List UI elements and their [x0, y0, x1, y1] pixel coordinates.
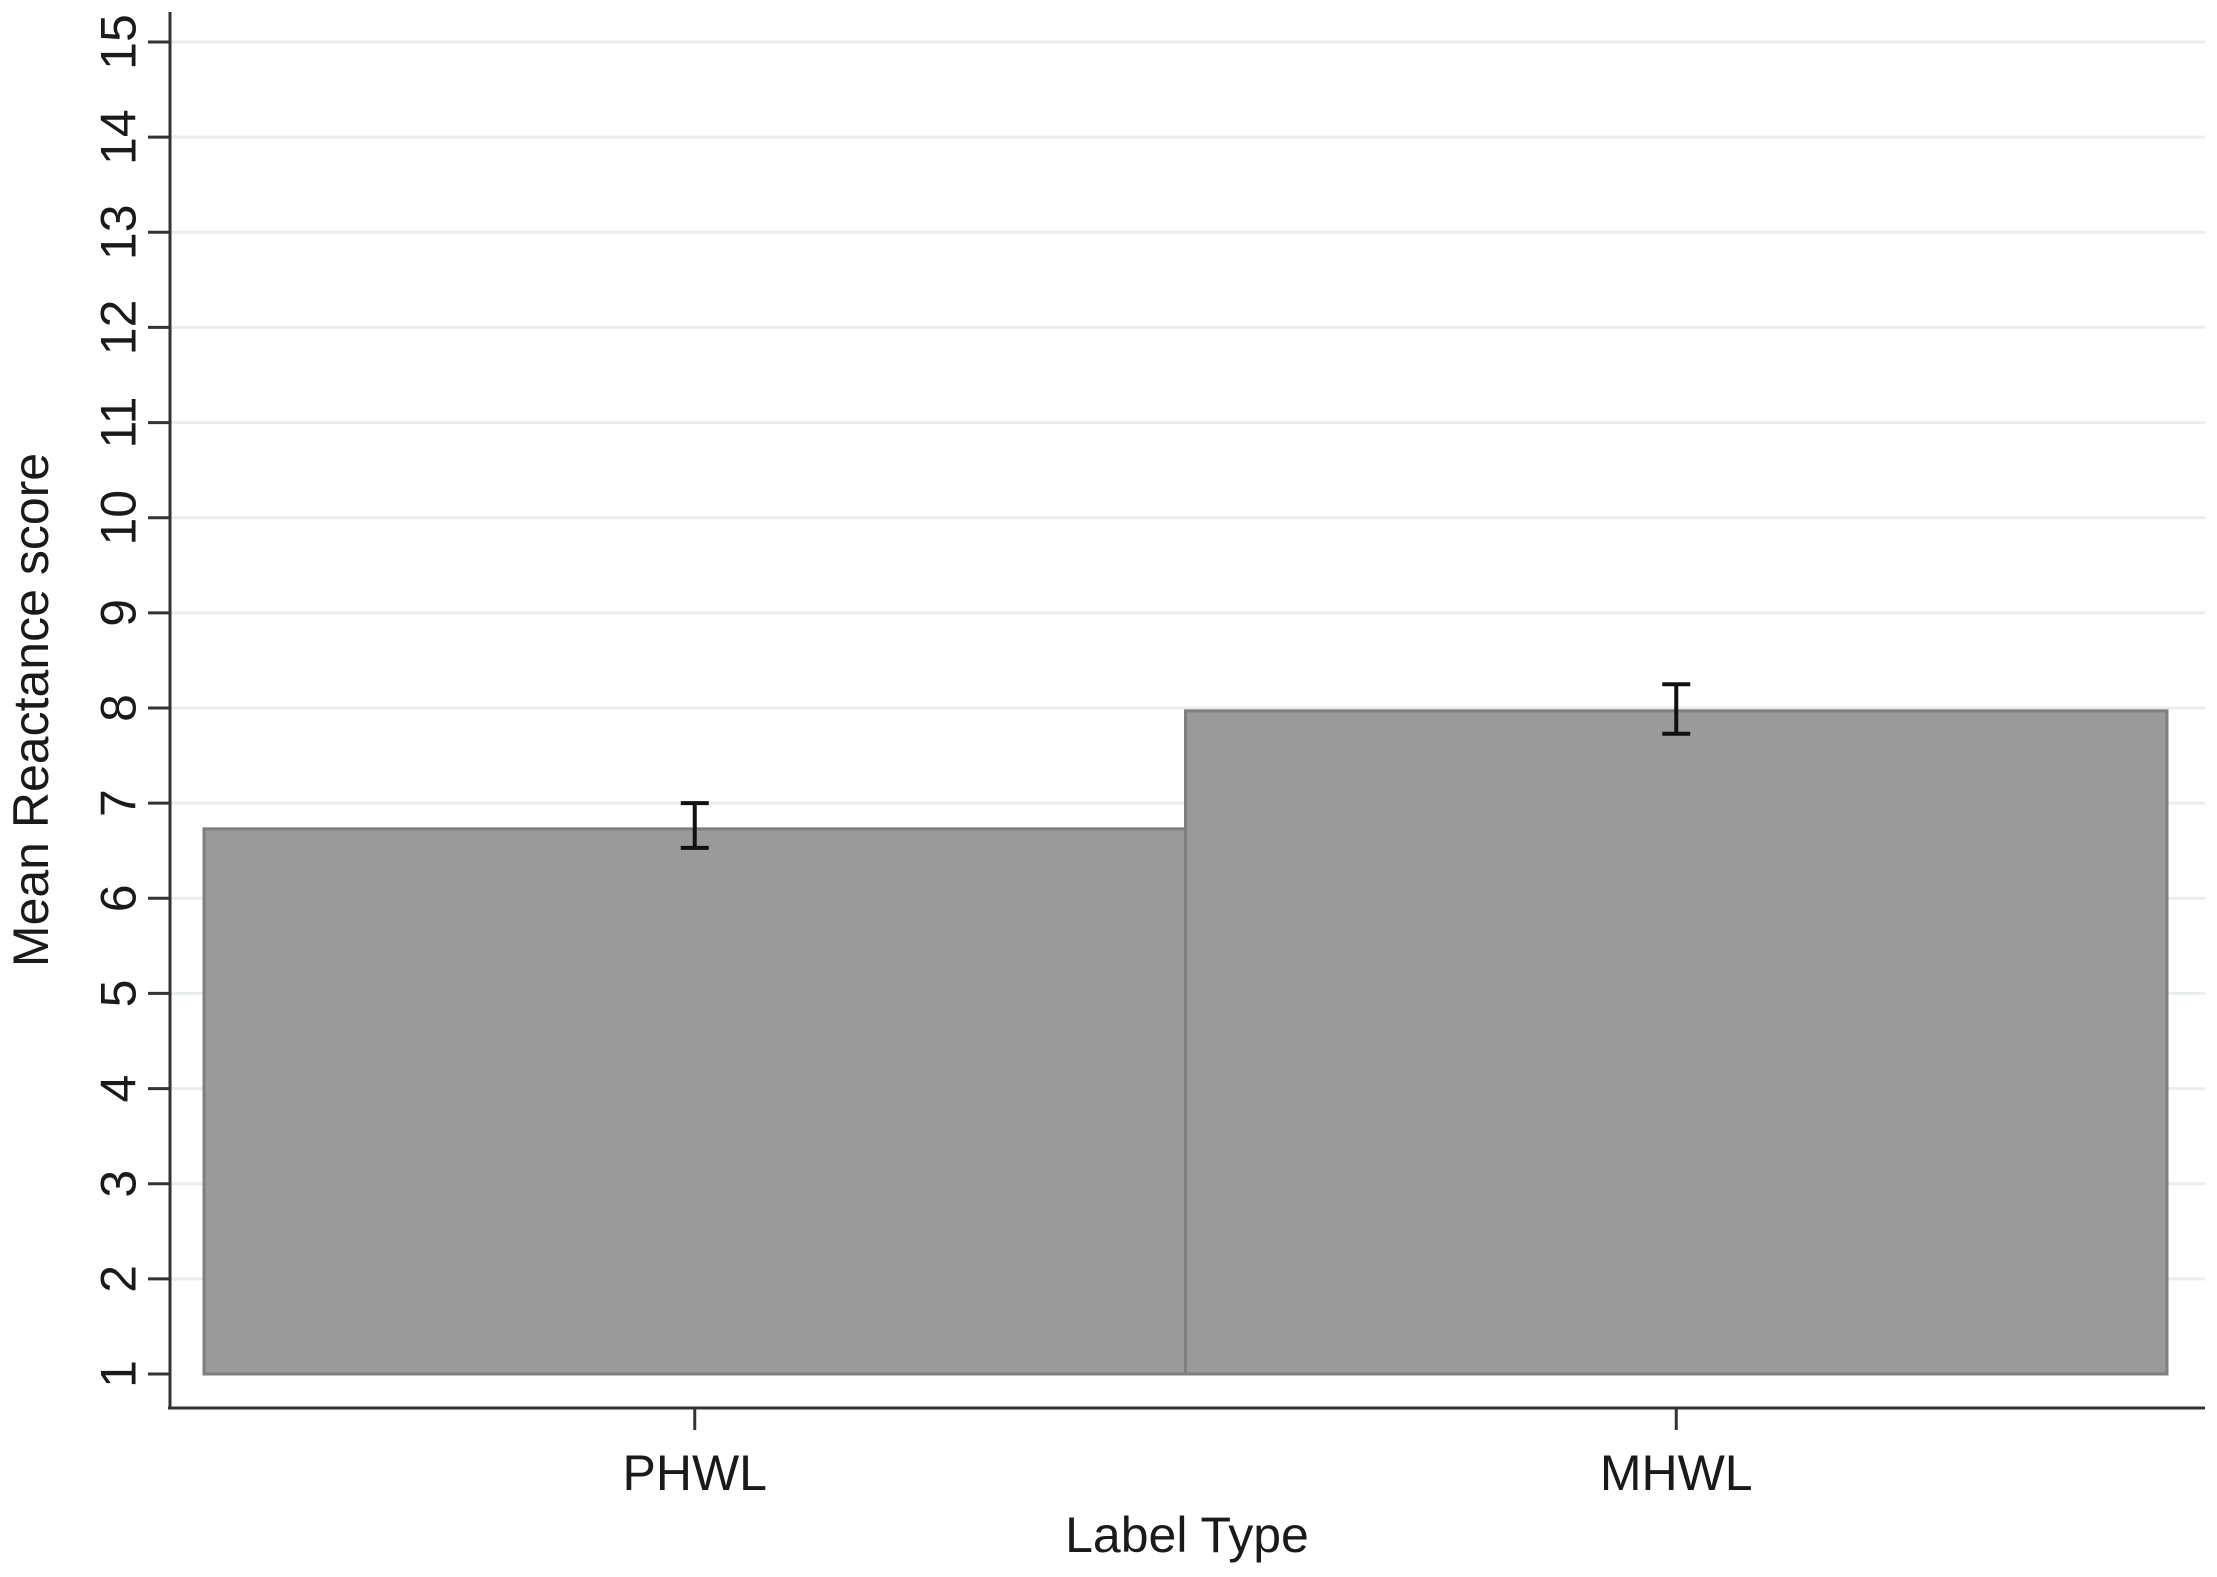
y-tick-label: 3 — [91, 1170, 147, 1198]
x-axis-title: Label Type — [1065, 1507, 1309, 1563]
x-tick-label-phwl: PHWL — [623, 1445, 767, 1501]
error-bars — [680, 682, 1691, 850]
y-tick-label: 5 — [91, 980, 147, 1008]
x-tick-label-mhwl: MHWL — [1600, 1445, 1753, 1501]
bars — [202, 709, 2169, 1376]
y-tick-label: 11 — [91, 397, 147, 449]
y-tick-label: 10 — [91, 490, 147, 546]
y-tick-label: 7 — [91, 789, 147, 817]
y-tick-label: 4 — [91, 1075, 147, 1103]
y-tick-label: 15 — [91, 14, 147, 70]
y-tick-label: 13 — [91, 204, 147, 260]
bar-mhwl — [1184, 709, 2169, 1376]
y-tick-label: 8 — [91, 694, 147, 722]
y-tick-label: 14 — [91, 109, 147, 165]
bar-phwl — [202, 827, 1187, 1376]
y-tick-label: 2 — [91, 1265, 147, 1293]
x-axis-ticks: PHWL MHWL — [623, 1408, 1753, 1501]
y-axis-title: Mean Reactance score — [3, 453, 59, 967]
y-tick-label: 9 — [91, 599, 147, 627]
y-tick-label: 1 — [91, 1360, 147, 1388]
y-tick-label: 6 — [91, 884, 147, 912]
y-tick-label: 12 — [91, 300, 147, 356]
